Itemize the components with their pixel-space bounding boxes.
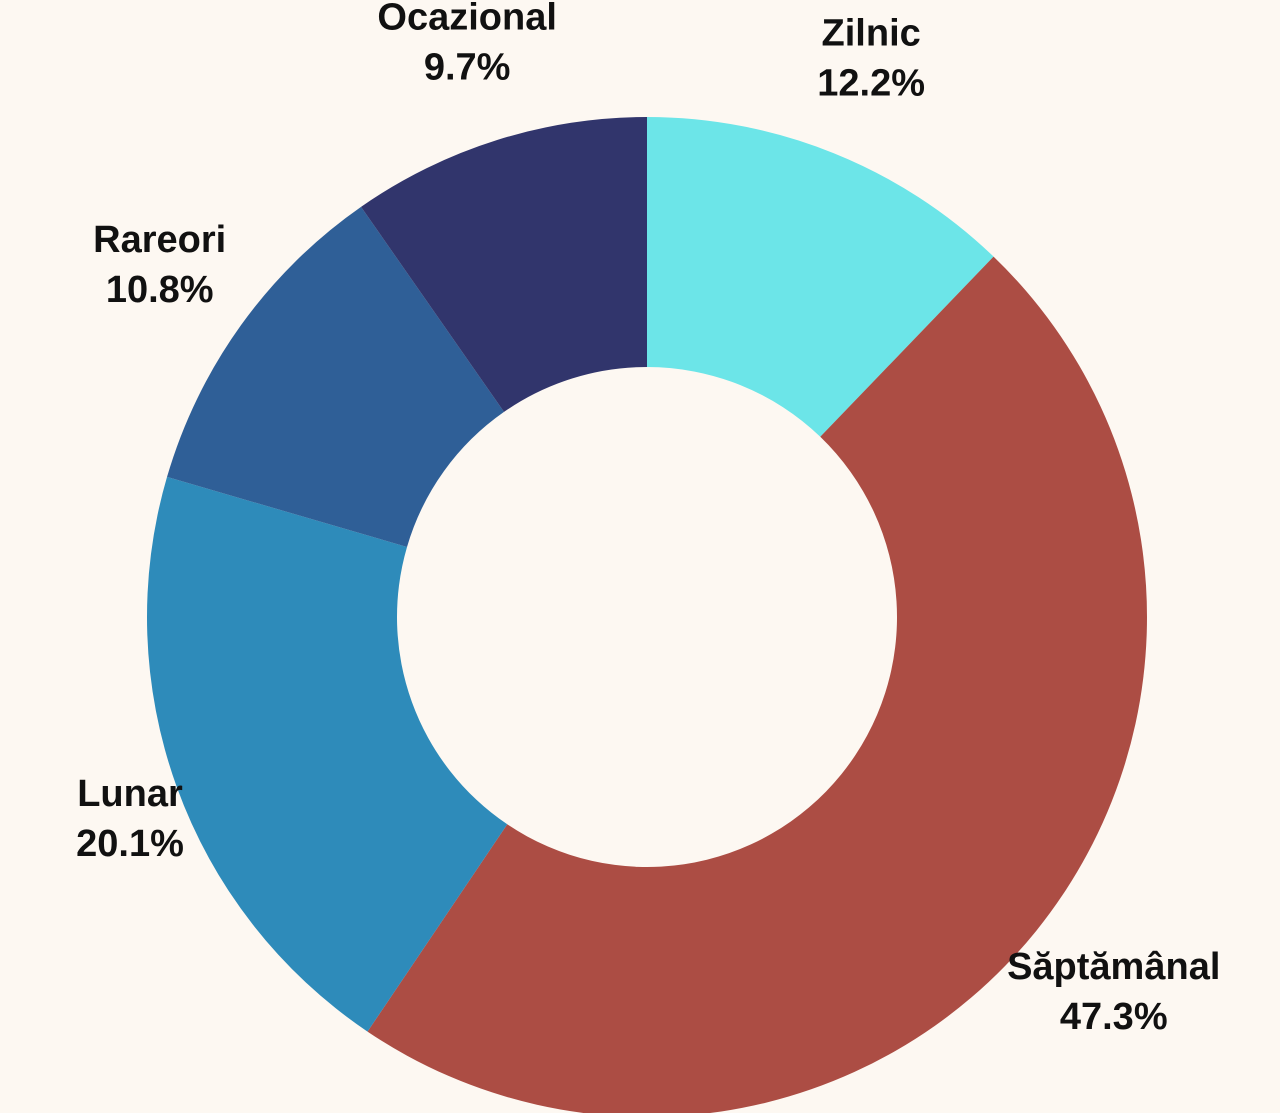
slice-label: Lunar [77,773,183,815]
slice-label: Zilnic [822,12,921,54]
slice [167,206,505,547]
slice [647,117,994,437]
slice [361,117,647,412]
slice-label: Rareori [93,219,226,261]
slice-label: Săptămânal [1007,946,1220,988]
slice-label: Ocazional [377,0,557,39]
slice-value-label: 10.8% [106,269,214,311]
slice-value-label: 12.2% [817,62,925,104]
slice [367,256,1147,1113]
slice-value-label: 9.7% [424,47,511,89]
slice [146,476,508,1032]
slice-value-label: 47.3% [1060,996,1168,1038]
slice-value-label: 20.1% [76,823,184,865]
